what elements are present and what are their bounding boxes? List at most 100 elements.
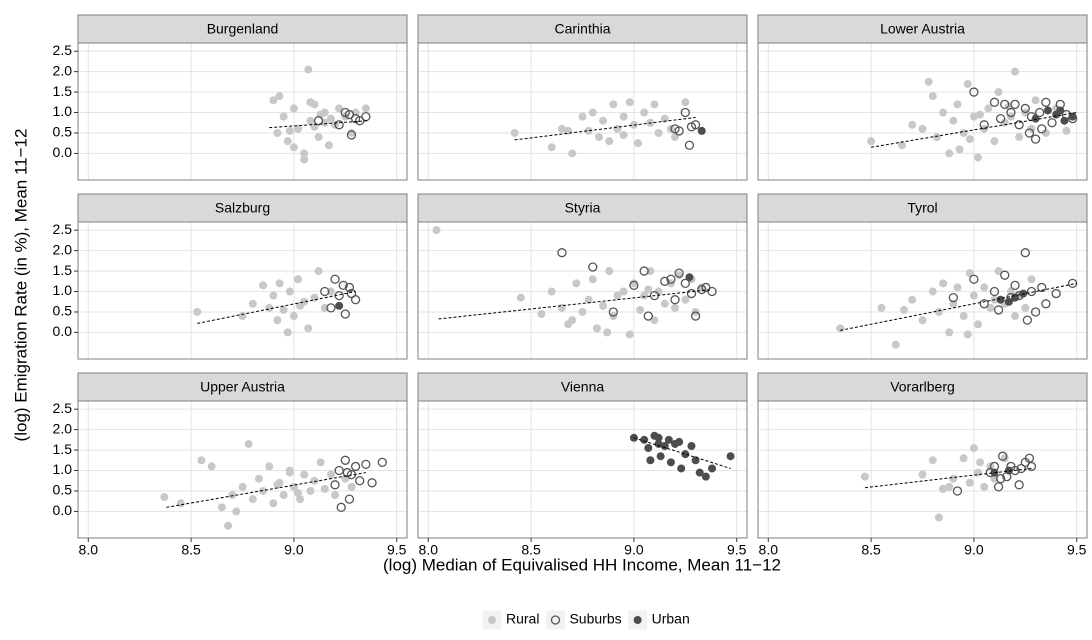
legend-symbol	[488, 616, 496, 624]
point-1	[340, 455, 350, 465]
point-1	[1026, 286, 1037, 297]
point-0	[980, 482, 989, 491]
point-0	[232, 507, 241, 516]
legend-label: Urban	[652, 611, 690, 627]
point-1	[686, 288, 697, 299]
point-0	[640, 291, 649, 300]
strip-title: Styria	[565, 200, 601, 216]
point-0	[228, 491, 237, 500]
point-0	[316, 458, 325, 467]
panel-border	[417, 400, 748, 539]
point-1	[1014, 120, 1024, 130]
point-0	[619, 131, 628, 140]
point-1	[995, 474, 1006, 484]
trend-line	[269, 120, 368, 129]
point-1	[1020, 248, 1030, 258]
point-0	[613, 291, 622, 300]
point-1	[969, 274, 979, 284]
strip-title: Tyrol	[907, 200, 937, 216]
point-0	[584, 126, 593, 135]
point-1	[344, 282, 355, 293]
facet: Burgenland 0.0 0.5 1.0 1.5 2.0 2.5	[53, 14, 408, 181]
point-2	[996, 295, 1005, 304]
point-2	[1056, 106, 1065, 115]
panel-border	[757, 400, 1088, 539]
point-0	[320, 108, 329, 117]
point-0	[945, 328, 954, 337]
point-0	[269, 291, 278, 300]
point-0	[238, 482, 247, 491]
point-1	[643, 311, 653, 321]
point-1	[998, 451, 1008, 461]
point-0	[918, 124, 927, 133]
point-0	[681, 295, 690, 304]
x-tick-label: 8.0	[419, 542, 439, 558]
point-1	[340, 309, 350, 319]
point-1	[660, 276, 670, 286]
point-0	[994, 267, 1003, 276]
point-0	[324, 141, 333, 150]
point-0	[953, 283, 962, 292]
point-0	[279, 305, 288, 314]
y-tick-label: 2.5	[53, 42, 73, 58]
point-0	[1027, 275, 1036, 284]
point-1	[680, 278, 690, 288]
point-0	[955, 145, 964, 154]
point-2	[681, 450, 690, 459]
point-0	[953, 100, 962, 109]
point-0	[294, 124, 303, 133]
point-2	[697, 126, 706, 135]
point-1	[350, 295, 361, 305]
point-1	[1047, 118, 1057, 128]
point-1	[690, 120, 701, 130]
y-tick-label: 1.5	[53, 262, 73, 278]
panel-border	[77, 400, 408, 539]
facet: Styria	[417, 193, 748, 360]
x-tick-label: 9.5	[727, 542, 747, 558]
point-0	[1021, 303, 1030, 312]
point-0	[963, 79, 972, 88]
point-0	[207, 462, 216, 471]
point-0	[974, 153, 983, 162]
point-1	[361, 459, 371, 470]
point-0	[918, 316, 927, 325]
strip	[757, 14, 1088, 44]
panel-border	[757, 221, 1088, 360]
point-1	[1000, 270, 1010, 280]
point-1	[639, 266, 649, 276]
point-0	[516, 293, 525, 302]
point-0	[432, 226, 441, 235]
point-0	[594, 133, 603, 142]
point-0	[934, 513, 943, 522]
strip	[417, 14, 748, 44]
legend-label: Rural	[506, 611, 539, 627]
point-0	[1041, 128, 1050, 137]
point-0	[959, 454, 968, 463]
point-0	[269, 499, 278, 508]
point-2	[1060, 116, 1069, 125]
point-0	[965, 478, 974, 487]
point-0	[650, 316, 659, 325]
point-0	[969, 291, 978, 300]
trend-line	[514, 116, 696, 141]
facet: Vorarlberg 8.0 8.5 9.0 9.5	[757, 372, 1088, 558]
point-0	[599, 116, 608, 125]
strip-title: Upper Austria	[200, 379, 285, 395]
point-0	[306, 98, 315, 107]
point-0	[176, 499, 185, 508]
y-tick-label: 2.5	[53, 221, 73, 237]
y-tick-label: 0.5	[53, 482, 73, 498]
point-1	[989, 286, 1000, 297]
point-0	[283, 137, 292, 146]
point-0	[963, 330, 972, 339]
y-tick-label: 2.0	[53, 420, 73, 436]
x-tick-label: 9.5	[387, 542, 407, 558]
point-0	[300, 149, 309, 158]
x-axis-title: (log) Median of Equivalised HH Income, M…	[383, 555, 781, 574]
point-1	[1006, 107, 1016, 118]
point-1	[1014, 480, 1024, 490]
point-1	[995, 114, 1006, 124]
point-2	[726, 452, 735, 461]
point-1	[330, 274, 340, 284]
